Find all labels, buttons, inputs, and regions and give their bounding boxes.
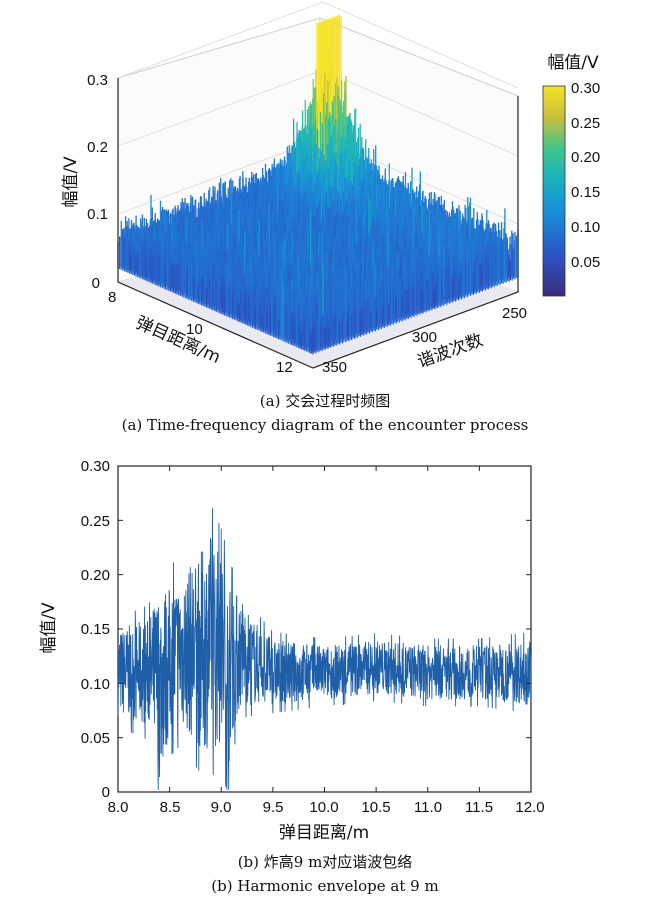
grid-line bbox=[117, 1, 519, 89]
chart-3d: 0 0.1 0.2 0.3 幅值/V 8 10 12 弹目距离/m 250 30… bbox=[61, 1, 600, 434]
surface bbox=[117, 14, 519, 355]
